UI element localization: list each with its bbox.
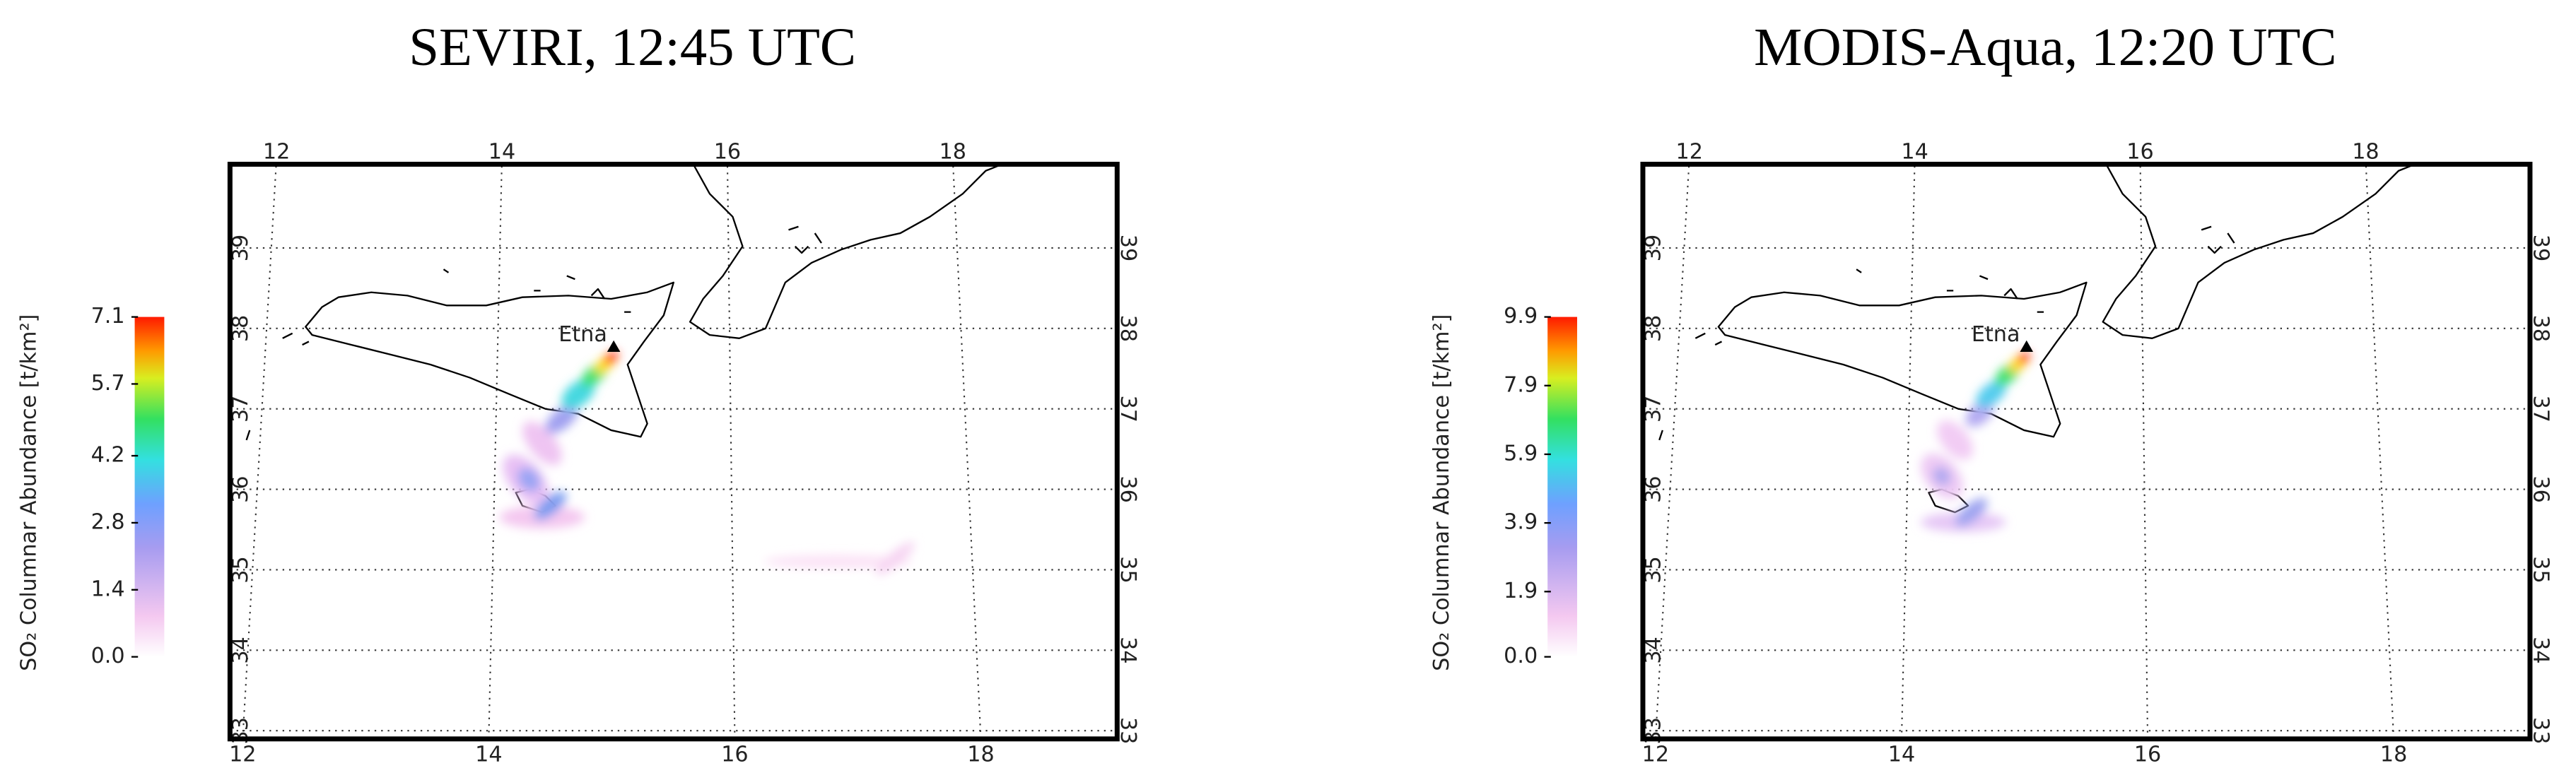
so2-plume [1920, 352, 2030, 533]
lat-label-left: 35 [228, 556, 253, 583]
coastline [245, 225, 822, 441]
meridian [1900, 164, 1916, 739]
lat-label-left: 38 [228, 315, 253, 342]
map-frame [1640, 161, 2533, 742]
panel-title: SEVIRI, 12:45 UTC [409, 17, 856, 77]
colorbar [1547, 317, 1578, 657]
volcano-marker [2020, 340, 2034, 352]
colorbar-tick-label: 5.9 [1504, 441, 1538, 466]
colorbar-label: SO₂ Columnar Abundance [t/km²] [1429, 314, 1454, 671]
lat-label-left: 37 [228, 396, 253, 422]
lon-label-top: 14 [488, 140, 515, 165]
map-panel: MODIS-Aqua, 12:20 UTC 0.0 1.9 3.9 5.9 7.9 9.9 S… [1429, 17, 2553, 767]
colorbar-tick-label: 0.0 [91, 644, 125, 668]
colorbar-tick-label: 4.2 [91, 443, 125, 468]
lon-label-top: 12 [1675, 140, 1702, 165]
lat-label-left: 39 [1641, 235, 1666, 261]
lon-label-bottom: 12 [229, 743, 256, 767]
colorbar-tick-label: 1.4 [91, 577, 125, 601]
so2-plume [499, 351, 915, 575]
volcano-label: Etna [1972, 322, 2020, 347]
lon-label-top: 18 [939, 140, 966, 165]
panel-title: MODIS-Aqua, 12:20 UTC [1754, 17, 2336, 77]
coastline [305, 281, 674, 438]
coastline [689, 164, 1003, 339]
meridian [952, 164, 982, 739]
meridian [2365, 164, 2395, 739]
meridian [1654, 164, 1690, 739]
lon-label-bottom: 16 [721, 743, 748, 767]
lon-label-bottom: 18 [2380, 743, 2407, 767]
coastline [1658, 225, 2235, 441]
colorbar-tick-label: 9.9 [1504, 304, 1538, 329]
lat-label-left: 37 [1641, 396, 1666, 422]
lat-label-left: 36 [228, 475, 253, 502]
lon-label-bottom: 14 [475, 743, 502, 767]
meridian [2139, 164, 2149, 739]
map-area [1642, 164, 2530, 739]
coastline [2102, 164, 2416, 339]
colorbar-tick-label: 1.9 [1504, 579, 1538, 603]
lon-label-top: 12 [263, 140, 290, 165]
colorbar-tick-label: 2.8 [91, 509, 125, 534]
lat-label-left: 36 [1641, 475, 1666, 502]
lat-label-left: 34 [1641, 637, 1666, 663]
colorbar-tick-label: 0.0 [1504, 644, 1538, 668]
colorbar-label: SO₂ Columnar Abundance [t/km²] [16, 314, 41, 671]
lon-label-top: 14 [1901, 140, 1928, 165]
meridian [488, 164, 503, 739]
map-background [1642, 164, 2530, 739]
colorbar-tick-label: 7.1 [91, 304, 125, 329]
lon-label-top: 18 [2352, 140, 2379, 165]
lon-label-bottom: 18 [967, 743, 994, 767]
colorbar [134, 317, 165, 657]
map-frame [227, 161, 1120, 742]
lon-label-top: 16 [2126, 140, 2153, 165]
meridian [242, 164, 277, 739]
map-background [230, 164, 1118, 739]
lat-label-left: 35 [1641, 556, 1666, 583]
meridian [726, 164, 736, 739]
map-panel: SEVIRI, 12:45 UTC 0.0 1.4 2.8 4.2 5.7 7.1 SO₂ C… [16, 17, 1140, 767]
colorbar-tick-label: 5.7 [91, 371, 125, 396]
colorbar-tick-label: 7.9 [1504, 372, 1538, 397]
lon-label-top: 16 [714, 140, 741, 165]
lat-label-left: 34 [228, 637, 253, 663]
lat-label-left: 39 [228, 235, 253, 261]
lat-label-left: 38 [1641, 315, 1666, 342]
colorbar-tick-label: 3.9 [1504, 510, 1538, 535]
lon-label-bottom: 16 [2134, 743, 2161, 767]
volcano-marker [607, 340, 621, 352]
coastline [1717, 281, 2088, 438]
lon-label-bottom: 14 [1888, 743, 1915, 767]
map-area [230, 164, 1118, 739]
lon-label-bottom: 12 [1642, 743, 1669, 767]
volcano-label: Etna [558, 322, 607, 347]
